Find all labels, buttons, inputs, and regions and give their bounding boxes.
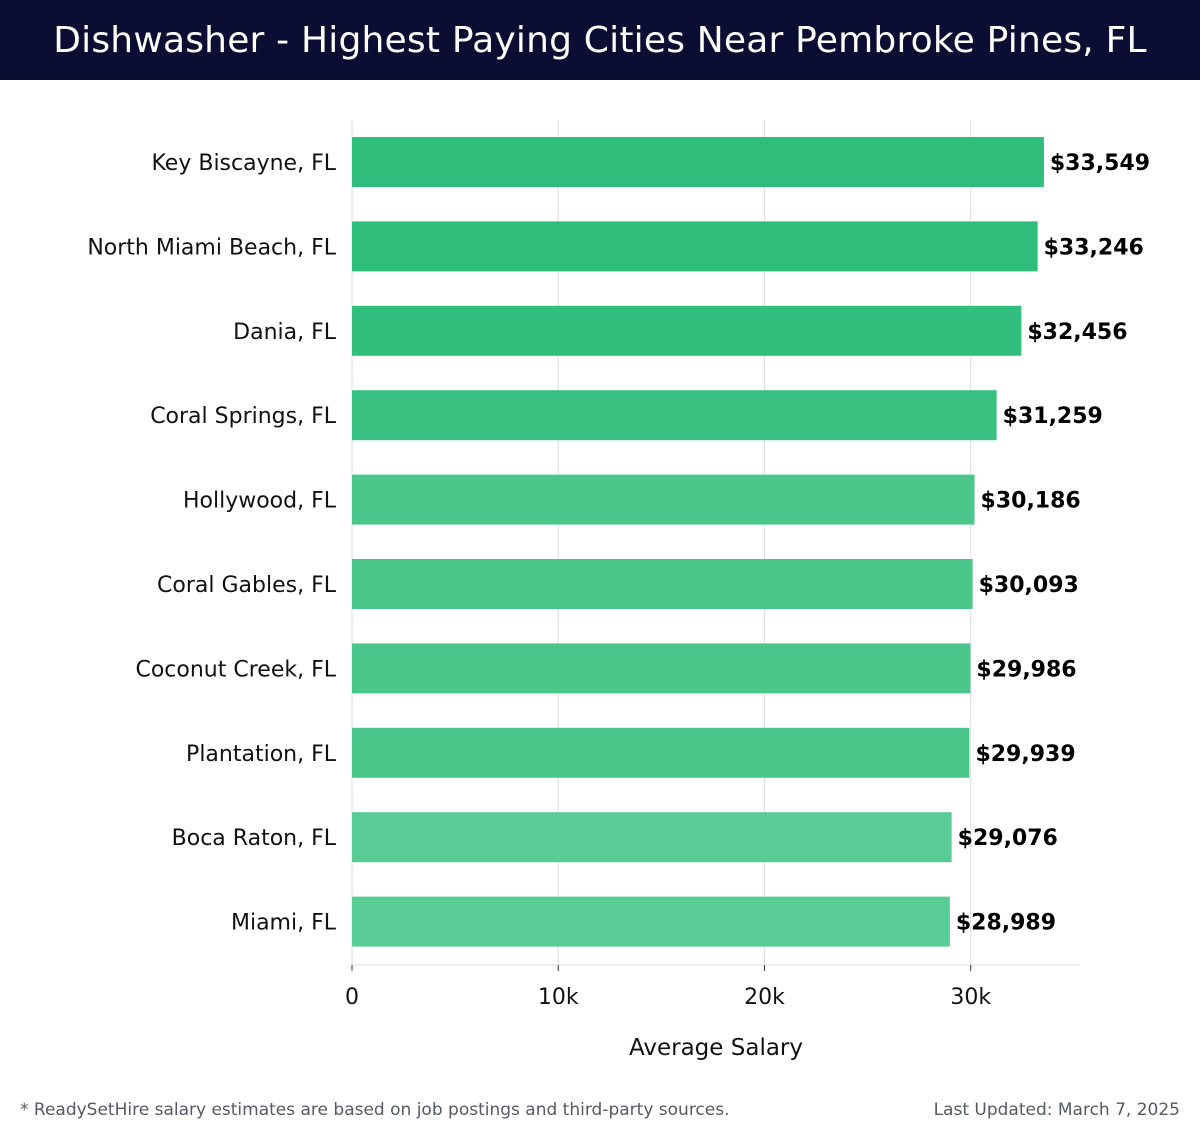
bar [352,559,973,609]
bar [352,305,1022,356]
data-label: $28,989 [956,911,1056,936]
category-label: Miami, FL [231,911,337,936]
bar [352,643,971,694]
footer-note: * ReadySetHire salary estimates are base… [20,1100,730,1120]
data-label: $33,549 [1050,151,1150,176]
category-label: Key Biscayne, FL [151,151,336,176]
x-tick-label: 20k [744,985,785,1010]
x-tick-label: 30k [950,985,991,1010]
bar [352,390,997,441]
category-label: Plantation, FL [186,742,337,767]
x-tick-label: 0 [345,985,359,1010]
data-label: $33,246 [1044,235,1144,260]
data-label: $32,456 [1027,320,1127,345]
x-tick-label: 10k [538,985,579,1010]
last-updated: Last Updated: March 7, 2025 [933,1100,1180,1120]
chart-title: Dishwasher - Highest Paying Cities Near … [53,19,1147,61]
bar [352,812,952,863]
bar [352,896,950,947]
data-label: $31,259 [1003,404,1103,429]
category-label: Coral Gables, FL [157,573,337,598]
data-label: $29,076 [958,826,1058,851]
category-label: Coral Springs, FL [150,404,337,429]
bar [352,474,975,525]
category-label: Dania, FL [233,320,337,345]
bar [352,137,1044,187]
data-label: $29,986 [976,657,1076,682]
data-label: $29,939 [975,742,1075,767]
data-label: $30,093 [979,573,1079,598]
x-axis-title: Average Salary [629,1035,803,1061]
category-label: Boca Raton, FL [172,826,337,851]
category-label: Coconut Creek, FL [135,657,336,682]
data-label: $30,186 [981,489,1081,514]
category-label: Hollywood, FL [183,489,337,514]
chart-title-banner: Dishwasher - Highest Paying Cities Near … [0,0,1200,80]
bar [352,727,970,778]
category-label: North Miami Beach, FL [87,235,336,260]
bar [352,221,1038,272]
